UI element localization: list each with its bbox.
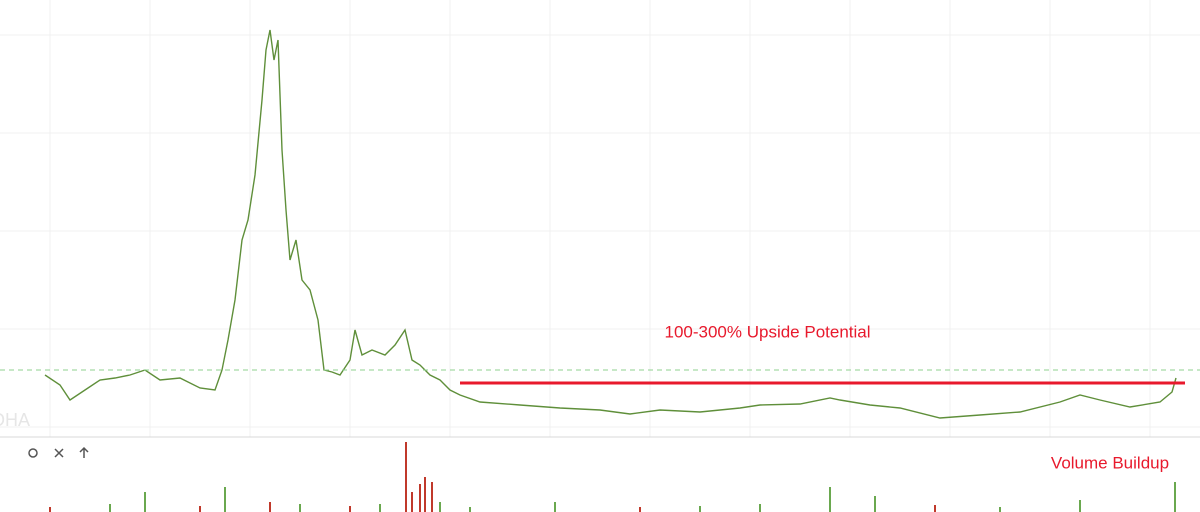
volume-bar (411, 492, 413, 512)
volume-bar (49, 507, 51, 512)
settings-icon[interactable] (28, 448, 38, 458)
volume-bar (999, 507, 1001, 512)
pane-toolbar (28, 446, 89, 458)
volume-bar (199, 506, 201, 512)
volume-bar (1174, 482, 1176, 512)
grid (0, 0, 1200, 437)
annotation: Volume Buildup (1051, 453, 1169, 472)
volume-bar (379, 504, 381, 512)
volume-bar (439, 502, 441, 512)
volume-bar (405, 442, 407, 512)
volume-bar (224, 487, 226, 512)
volume-bar (759, 504, 761, 512)
volume-bar (431, 482, 433, 512)
volume-bar (699, 506, 701, 512)
volume-bar (554, 502, 556, 512)
annotation: 100-300% Upside Potential (664, 322, 870, 341)
volume-bar (349, 506, 351, 512)
volume-bar (419, 484, 421, 512)
volume-bar (469, 507, 471, 512)
volume-bar (424, 477, 426, 512)
price-line (44, 29, 1177, 419)
volume-bar (639, 507, 641, 512)
move-up-icon[interactable] (79, 446, 89, 458)
volume-bar (299, 504, 301, 512)
close-icon[interactable] (54, 448, 64, 458)
volume-bar (144, 492, 146, 512)
volume-bar (874, 496, 876, 512)
volume-bar (1079, 500, 1081, 512)
volume-bar (934, 505, 936, 512)
volume-bar (109, 504, 111, 512)
watermark: DHA (0, 410, 30, 430)
volume-bar (269, 502, 271, 512)
volume-bar (829, 487, 831, 512)
